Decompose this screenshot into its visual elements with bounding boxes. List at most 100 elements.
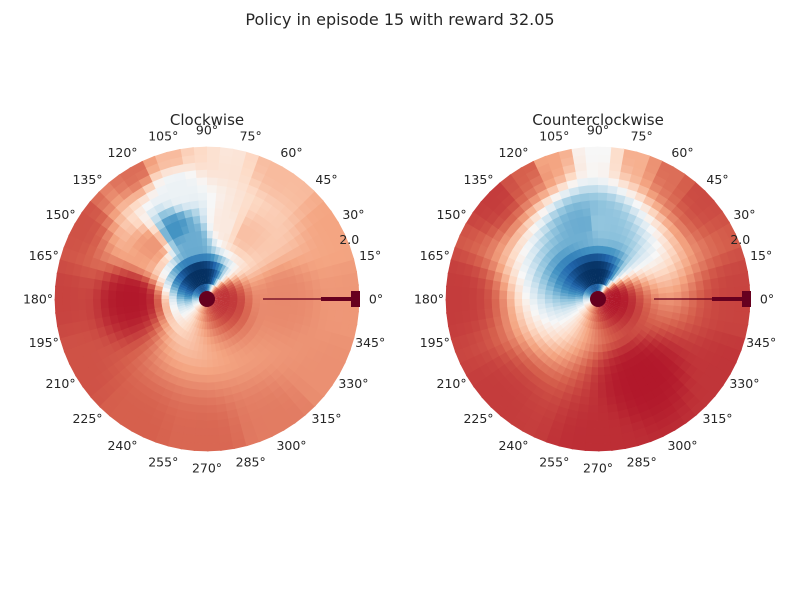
heat-cell (598, 382, 607, 391)
heat-cell (737, 322, 749, 339)
heat-cell (577, 273, 585, 282)
heat-cell (251, 306, 260, 313)
heat-cell (222, 276, 231, 285)
heat-cell (84, 244, 97, 259)
heat-cell (305, 346, 319, 360)
heat-cell (597, 230, 604, 239)
heat-cell (537, 303, 546, 311)
heat-cell (181, 162, 196, 172)
heat-cell (708, 380, 724, 397)
heat-cell (211, 286, 219, 294)
heat-cell (582, 299, 591, 302)
heat-cell (254, 187, 268, 201)
heat-cell (485, 269, 496, 282)
heat-cell (576, 289, 585, 294)
heat-cell (498, 290, 508, 301)
heat-cell (191, 381, 201, 391)
heat-cell (607, 318, 614, 327)
heat-cell (613, 257, 621, 267)
heat-cell (94, 269, 105, 282)
heat-cell (649, 307, 659, 315)
heat-cell (642, 302, 652, 309)
heat-cell (635, 294, 644, 299)
heat-cell (299, 342, 312, 357)
heat-cell (615, 394, 627, 405)
heat-cell (563, 333, 573, 344)
heat-cell (162, 264, 173, 274)
heat-cell (177, 285, 187, 292)
angle-tick-label: 285° (236, 455, 266, 470)
heat-cell (144, 324, 155, 335)
heat-cell (318, 352, 332, 368)
heat-cell (82, 381, 98, 399)
heat-cell (584, 327, 591, 337)
heat-cell (279, 185, 296, 201)
heat-cell (341, 309, 352, 325)
heat-cell (626, 285, 636, 292)
heat-cell (621, 430, 637, 442)
heat-cell (593, 283, 597, 292)
heat-cell (605, 200, 616, 210)
heat-cell (273, 310, 283, 319)
heat-cell (201, 245, 207, 254)
heat-cell (309, 268, 320, 281)
heat-cell (606, 184, 618, 195)
heat-cell (191, 293, 200, 298)
heat-cell (570, 250, 579, 260)
heat-cell (575, 216, 585, 226)
heat-cell (620, 293, 629, 298)
heat-cell (185, 315, 193, 323)
heat-cell (619, 261, 628, 270)
pendulum-arm (321, 297, 351, 301)
heat-cell (78, 343, 91, 359)
heat-cell (214, 300, 223, 304)
heat-cell (215, 396, 227, 406)
heat-cell (584, 319, 591, 329)
heat-cell (583, 310, 590, 319)
heat-cell (652, 269, 663, 279)
heat-cell (158, 166, 174, 179)
heat-cell (610, 216, 620, 226)
heat-cell (622, 325, 631, 335)
overlay-counterclockwise (590, 291, 751, 307)
heat-cell (610, 285, 619, 292)
heat-cell (586, 420, 600, 429)
heat-cell (631, 251, 642, 262)
heat-cell (574, 169, 588, 180)
heat-cell (608, 154, 624, 165)
heat-cell (465, 211, 480, 229)
heat-cell (221, 301, 230, 305)
heat-cell (195, 427, 209, 437)
heat-cell (575, 177, 589, 187)
heat-cell (655, 244, 667, 256)
heat-cell (255, 352, 268, 364)
heat-cell (593, 306, 597, 315)
heat-cell (620, 156, 636, 167)
heat-cell (601, 245, 608, 255)
heat-cell (274, 172, 291, 187)
heat-cell (98, 182, 115, 198)
heat-cell (613, 232, 622, 242)
heat-cell (696, 288, 705, 299)
heat-cell (632, 158, 648, 171)
heat-cell (183, 257, 191, 267)
heat-cell (221, 292, 230, 297)
heat-cell (211, 351, 219, 360)
heat-cell (579, 247, 587, 257)
heat-cell (198, 207, 207, 216)
heat-cell (573, 322, 581, 331)
heat-cell (279, 416, 296, 431)
heat-cell (219, 216, 229, 226)
heat-cell (210, 245, 217, 255)
heat-cell (662, 316, 672, 326)
heat-cell (92, 299, 102, 311)
heat-cell (196, 286, 203, 294)
heat-cell (570, 308, 579, 315)
heat-cell (226, 269, 235, 278)
heat-cell (589, 268, 595, 278)
heat-cell (548, 427, 564, 440)
heat-cell (231, 325, 240, 335)
heat-cell (184, 323, 193, 333)
heat-cell (680, 305, 690, 315)
heat-cell (446, 311, 457, 328)
